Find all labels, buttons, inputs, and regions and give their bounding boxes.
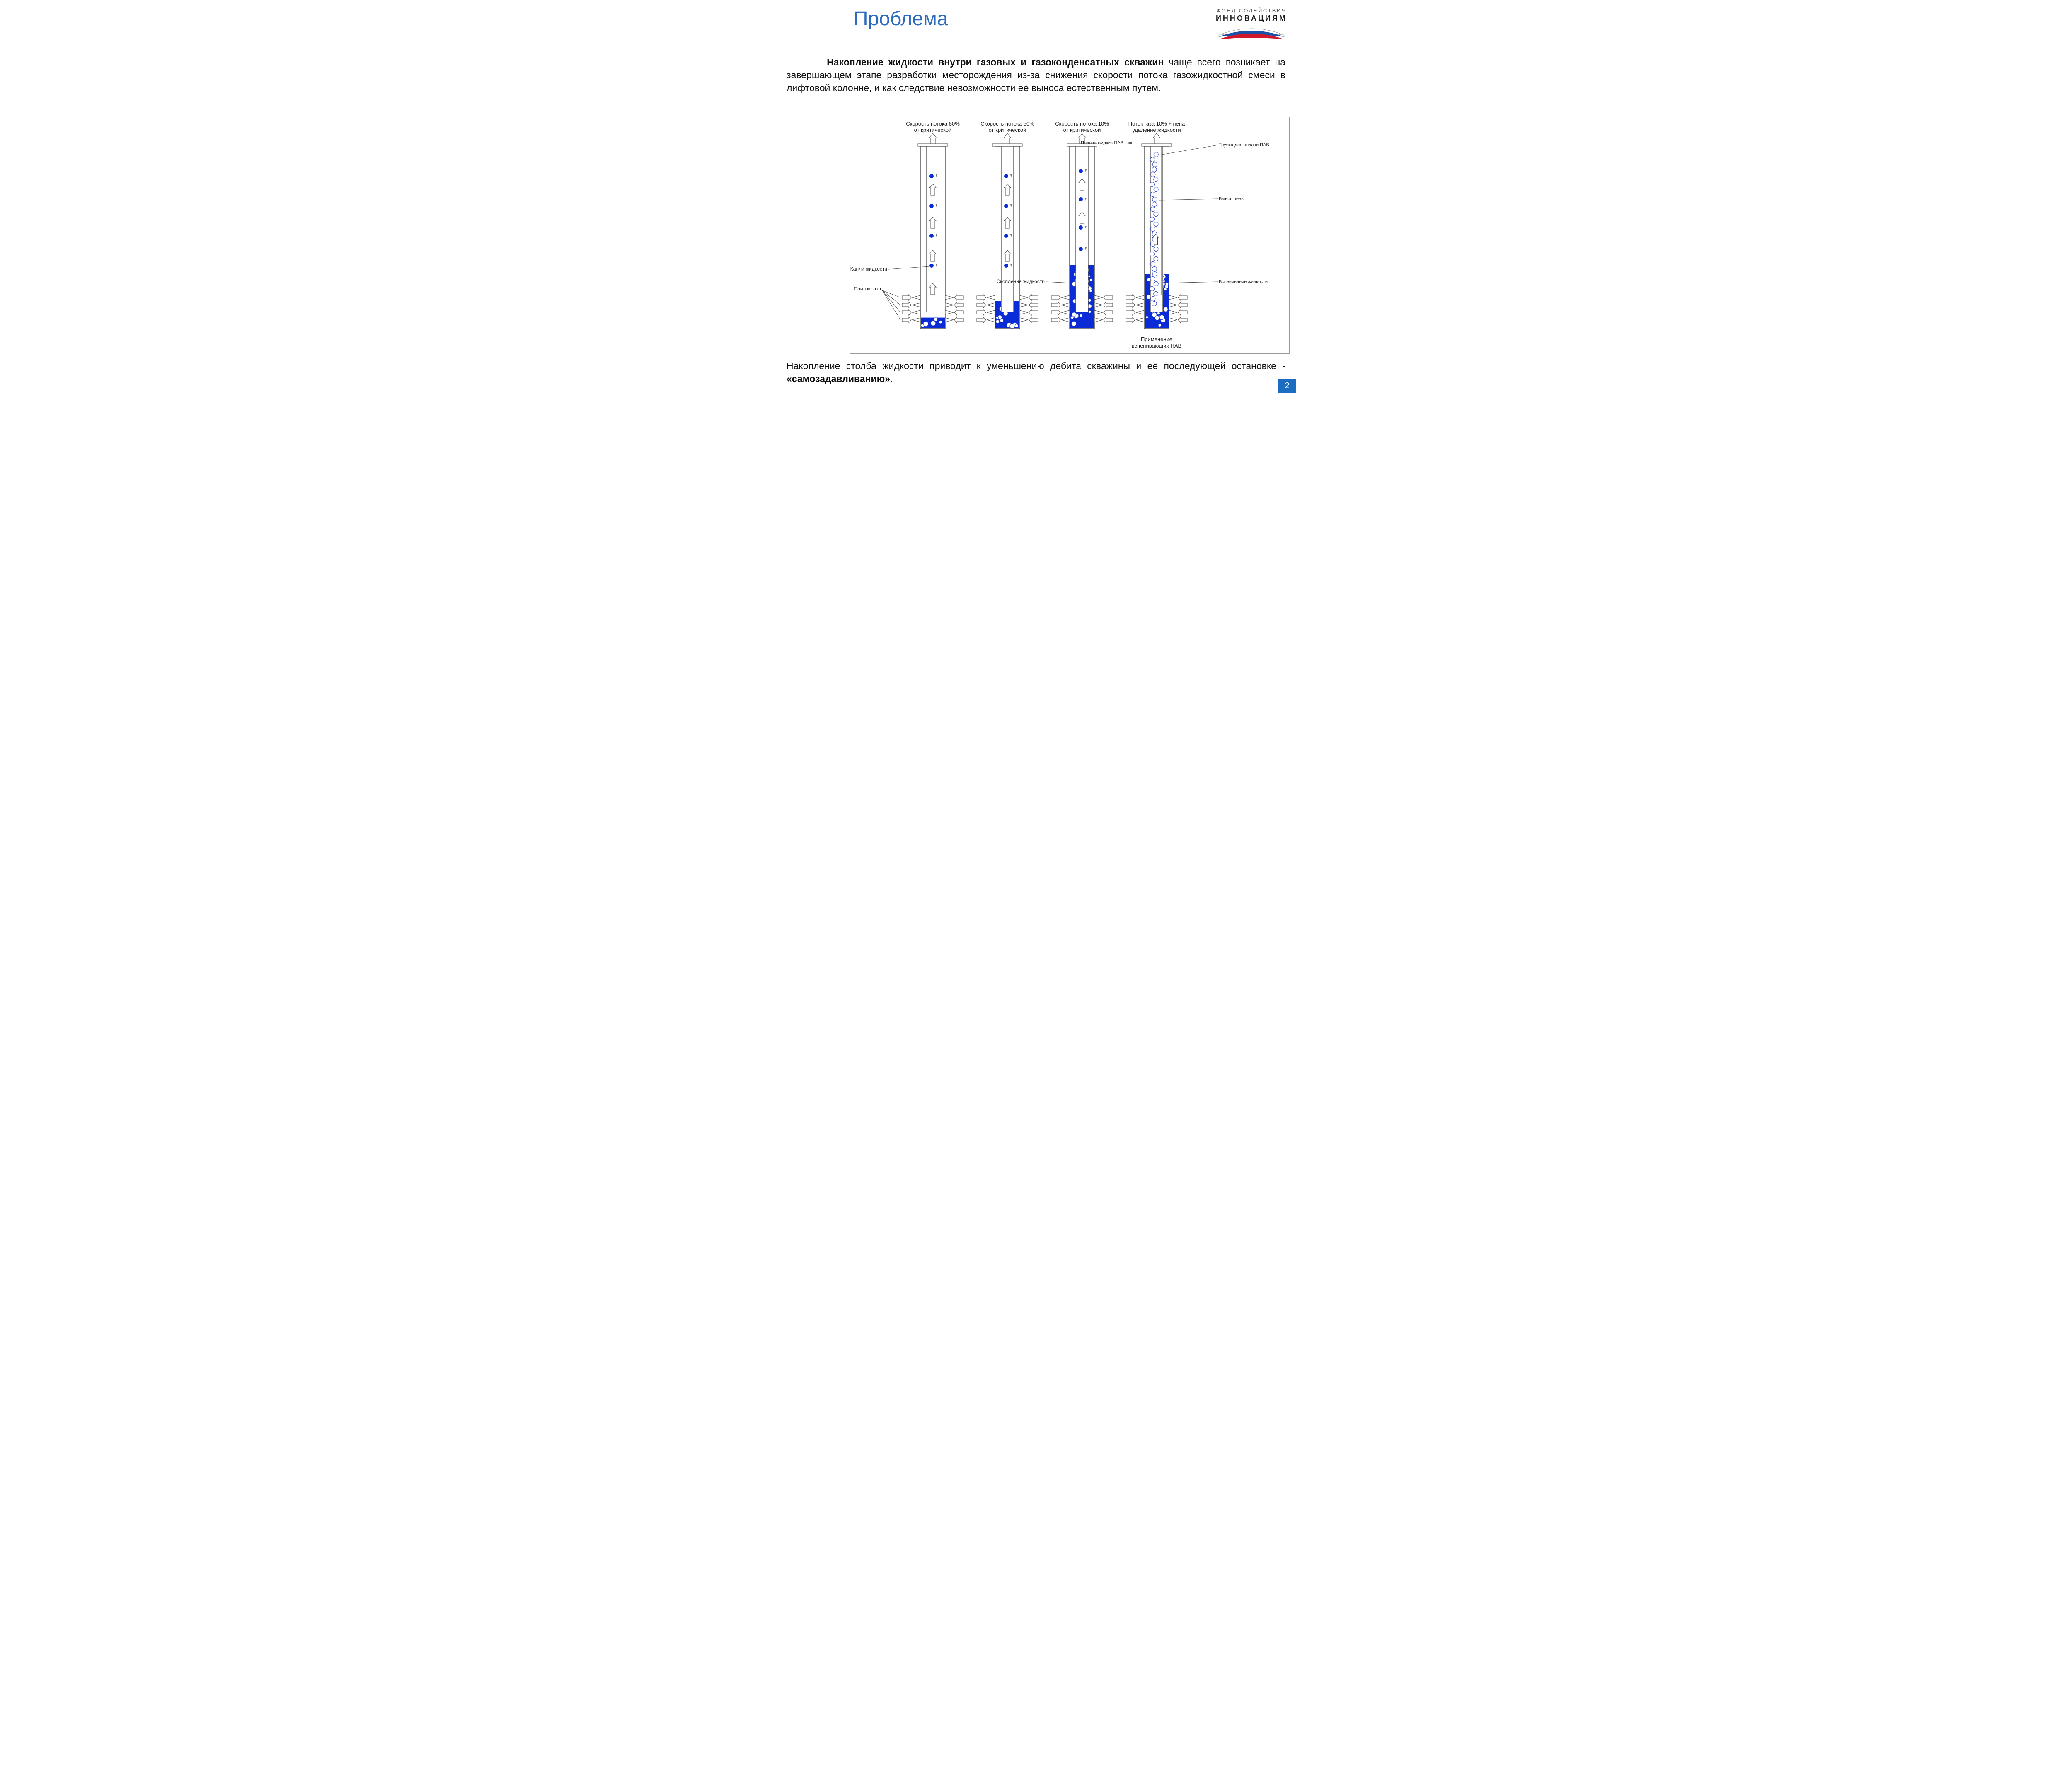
- svg-text:от критической: от критической: [989, 127, 1026, 133]
- logo-text-2: ИННОВАЦИЯМ: [1214, 14, 1289, 23]
- svg-text:удаление жидкости: удаление жидкости: [1132, 127, 1181, 133]
- svg-text:Скопление жидкости: Скопление жидкости: [997, 278, 1045, 284]
- svg-text:Вспенивание жидкости: Вспенивание жидкости: [1219, 279, 1268, 284]
- svg-text:Подача жидких ПАВ: Подача жидких ПАВ: [1081, 140, 1123, 145]
- svg-text:от критической: от критической: [1063, 127, 1101, 133]
- svg-text:Трубка для подачи ПАВ: Трубка для подачи ПАВ: [1219, 143, 1269, 148]
- logo-swoosh-icon: [1214, 24, 1289, 42]
- conclusion-pre: Накопление столба жидкости приводит к ум…: [787, 360, 1285, 371]
- svg-text:Скорость потока 10%: Скорость потока 10%: [1055, 121, 1109, 127]
- svg-text:вспенивающих ПАВ: вспенивающих ПАВ: [1132, 343, 1181, 349]
- svg-text:Капли жидкости: Капли жидкости: [850, 266, 887, 272]
- intro-bold: Накопление жидкости внутри газовых и газ…: [827, 57, 1164, 68]
- intro-paragraph: Накопление жидкости внутри газовых и газ…: [787, 56, 1285, 94]
- svg-text:от критической: от критической: [914, 127, 952, 133]
- page-number-badge: 2: [1278, 379, 1296, 393]
- wells-diagram: Скорость потока 80%от критическойСкорост…: [850, 117, 1290, 354]
- svg-text:Скорость потока 50%: Скорость потока 50%: [980, 121, 1034, 127]
- svg-text:Поток газа 10% + пена: Поток газа 10% + пена: [1128, 121, 1185, 127]
- slide-title: Проблема: [854, 7, 948, 30]
- conclusion-bold: «самозадавливанию»: [787, 373, 890, 384]
- svg-text:Скорость потока 80%: Скорость потока 80%: [906, 121, 960, 127]
- svg-text:Вынос пены: Вынос пены: [1219, 196, 1244, 201]
- sponsor-logo: ФОНД СОДЕЙСТВИЯ ИННОВАЦИЯМ: [1214, 7, 1289, 44]
- conclusion-paragraph: Накопление столба жидкости приводит к ум…: [787, 360, 1285, 385]
- logo-text-1: ФОНД СОДЕЙСТВИЯ: [1214, 7, 1289, 14]
- svg-text:Применение: Применение: [1141, 336, 1172, 342]
- conclusion-post: .: [890, 373, 893, 384]
- svg-text:Приток газа: Приток газа: [854, 286, 881, 292]
